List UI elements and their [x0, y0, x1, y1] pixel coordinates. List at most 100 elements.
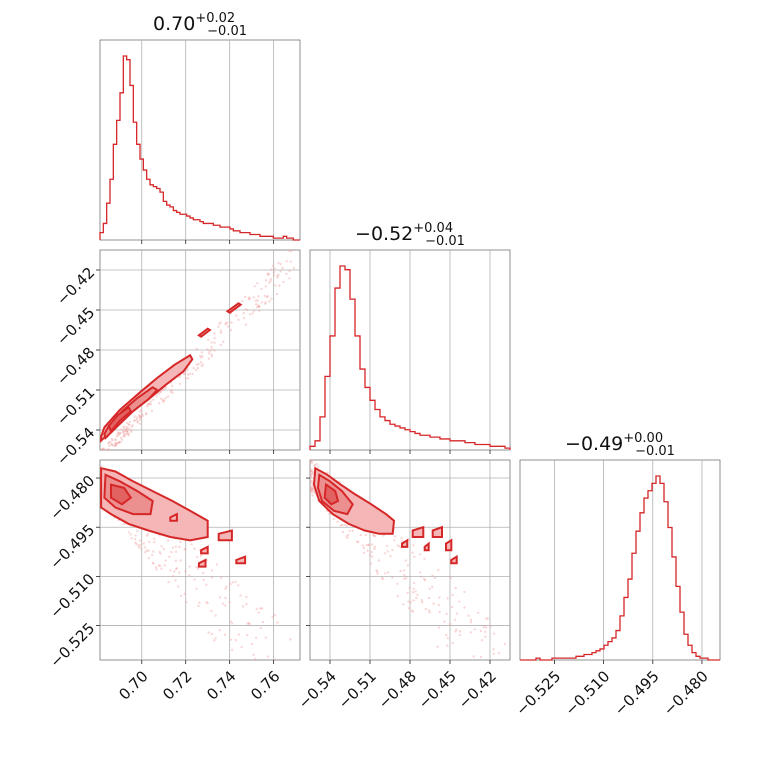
- panel-hist-param-1: [99, 39, 301, 244]
- sample-point: [271, 615, 274, 619]
- sample-point: [268, 300, 271, 303]
- sample-point: [177, 571, 181, 574]
- density-contour-island: [235, 555, 247, 565]
- sample-point: [247, 296, 251, 299]
- sample-point: [243, 295, 247, 299]
- sample-point: [219, 576, 223, 579]
- sample-point: [218, 322, 221, 325]
- sample-point: [102, 453, 104, 455]
- sample-point: [343, 523, 347, 527]
- scatter-layer: [100, 465, 292, 709]
- sample-point: [103, 454, 105, 456]
- sample-point: [130, 429, 133, 432]
- sample-point: [266, 272, 269, 275]
- sample-point: [369, 562, 373, 565]
- sample-point: [152, 550, 155, 553]
- sample-point: [391, 548, 394, 552]
- sample-point: [359, 533, 362, 537]
- sample-point: [207, 357, 211, 360]
- sample-point: [131, 424, 134, 427]
- sample-point: [145, 549, 148, 552]
- sample-point: [184, 548, 187, 551]
- sample-point: [235, 659, 238, 660]
- sample-point: [193, 547, 196, 550]
- sample-point: [310, 485, 313, 488]
- sample-point: [117, 431, 120, 434]
- sample-point: [213, 336, 216, 340]
- histogram-step-line: [309, 265, 511, 450]
- sample-point: [111, 444, 114, 447]
- sample-point: [271, 264, 275, 268]
- sample-point: [207, 338, 210, 342]
- sample-point: [419, 553, 422, 556]
- sample-point: [183, 373, 186, 376]
- x-tick-label: −0.480: [660, 667, 712, 719]
- sample-point: [117, 432, 121, 436]
- x-tick-label: −0.54: [295, 667, 340, 712]
- sample-point: [341, 523, 344, 527]
- sample-point: [103, 455, 105, 457]
- sample-point: [279, 706, 281, 708]
- sample-point: [221, 602, 225, 605]
- sample-point: [100, 452, 102, 454]
- sample-point: [311, 460, 314, 462]
- histogram-step-line: [520, 475, 720, 661]
- sample-point: [272, 707, 274, 709]
- sample-point: [443, 620, 446, 623]
- sample-point: [108, 451, 110, 453]
- sample-point: [127, 423, 131, 426]
- sample-point: [479, 629, 483, 633]
- sample-point: [100, 456, 102, 458]
- sample-point: [231, 648, 234, 651]
- sample-point: [120, 438, 124, 442]
- sample-point: [469, 631, 473, 634]
- sample-point: [268, 281, 271, 284]
- sample-point: [210, 576, 214, 579]
- sample-point: [103, 457, 105, 459]
- sample-point: [157, 392, 161, 395]
- sample-point: [463, 590, 466, 594]
- sample-point: [102, 455, 104, 457]
- sample-point: [282, 689, 284, 691]
- sample-point: [100, 448, 104, 450]
- sample-point: [263, 294, 267, 298]
- sample-point: [106, 449, 109, 450]
- sample-point: [422, 577, 426, 581]
- sample-point: [259, 607, 262, 610]
- sample-point: [479, 655, 483, 659]
- sample-point: [210, 609, 213, 613]
- y-tick-labels: −0.54−0.51−0.48−0.45−0.42−0.525−0.510−0.…: [46, 264, 98, 672]
- sample-point: [490, 663, 492, 665]
- sample-point: [202, 572, 205, 575]
- x-tick-label: −0.51: [335, 667, 380, 712]
- sample-point: [113, 444, 116, 448]
- sample-point: [449, 576, 452, 580]
- x-tick-label: −0.495: [611, 667, 663, 719]
- sample-point: [408, 586, 411, 590]
- sample-point: [451, 605, 454, 609]
- sample-point: [140, 409, 143, 412]
- sample-point: [477, 611, 480, 615]
- sample-point: [138, 418, 142, 422]
- sample-point: [411, 551, 414, 554]
- sample-point: [424, 607, 428, 611]
- sample-point: [438, 610, 441, 614]
- density-contour-island: [225, 302, 243, 314]
- sample-point: [391, 576, 394, 579]
- sample-point: [489, 625, 492, 628]
- sample-point: [416, 593, 419, 597]
- sample-point: [127, 423, 131, 426]
- sample-point: [276, 276, 279, 279]
- sample-point: [257, 304, 260, 307]
- density-contour-island: [431, 525, 443, 538]
- sample-point: [375, 569, 378, 572]
- sample-point: [415, 596, 418, 600]
- sample-point: [362, 551, 366, 554]
- sample-point: [201, 363, 204, 366]
- sample-point: [138, 416, 142, 419]
- sample-point: [273, 267, 276, 270]
- sample-point: [257, 305, 261, 308]
- sample-point: [362, 547, 366, 550]
- sample-point: [287, 250, 290, 252]
- sample-point: [166, 395, 170, 398]
